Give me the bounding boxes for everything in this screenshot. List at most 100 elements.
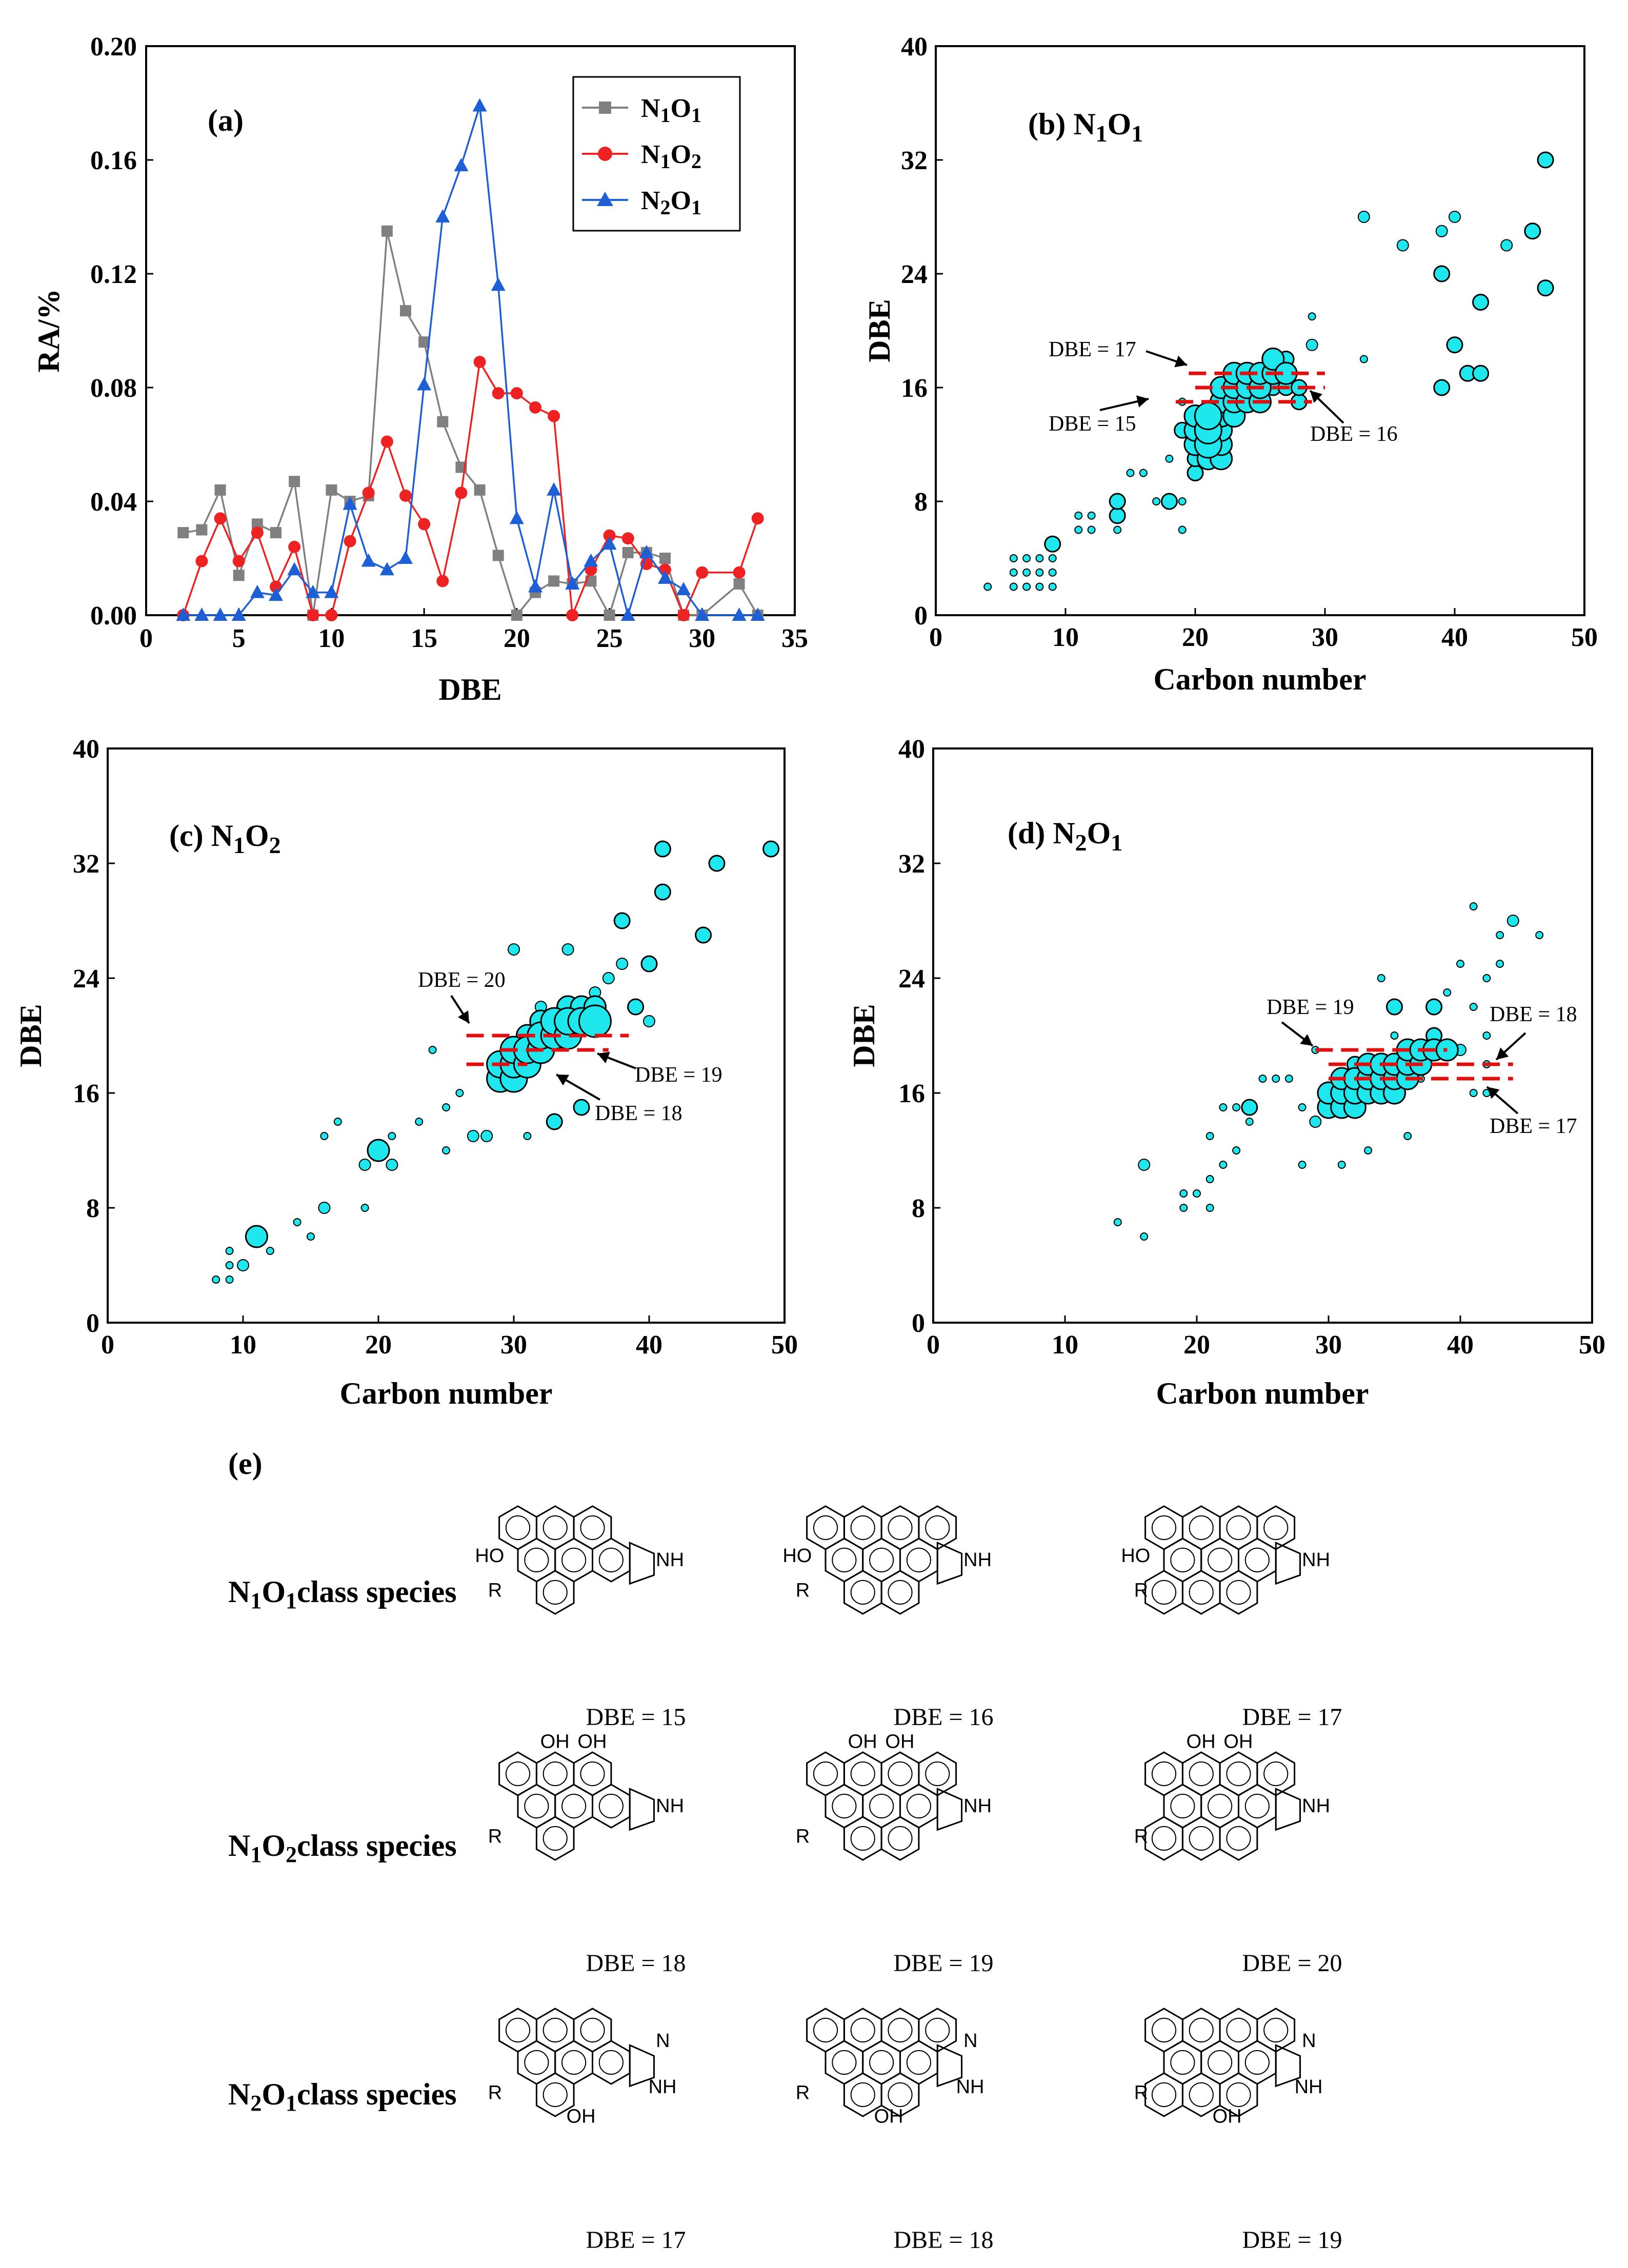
aromatic-circle (1189, 1579, 1214, 1605)
nh-label: NH (656, 1795, 684, 1817)
ring (1144, 1816, 1183, 1861)
data-point (696, 566, 709, 579)
scatter-point (358, 1159, 371, 1171)
y-tick-label: 24 (901, 260, 928, 289)
scatter-point (708, 855, 726, 872)
scatter-point (1009, 568, 1018, 577)
scatter-point (1241, 1099, 1258, 1116)
data-point (250, 584, 265, 598)
ring (843, 1570, 882, 1615)
aromatic-circle (1226, 2082, 1251, 2108)
arrow-head (1300, 1034, 1313, 1046)
data-point (604, 610, 615, 621)
aromatic-circle (1226, 1515, 1251, 1541)
data-point (676, 582, 691, 596)
scatter-point (1403, 1132, 1412, 1140)
aromatic-circle (925, 1515, 950, 1541)
aromatic-circle (542, 1579, 568, 1605)
scatter-point (266, 1247, 274, 1255)
n-label: N (1302, 2030, 1316, 2052)
scatter-point (386, 1159, 398, 1171)
ring (573, 2008, 612, 2053)
data-point (437, 416, 449, 428)
ring (899, 2040, 938, 2085)
scatter-point (1537, 279, 1554, 297)
aromatic-circle (1263, 1515, 1289, 1541)
ring (498, 1505, 537, 1550)
oh-label: OH (848, 1731, 877, 1753)
data-point (436, 575, 449, 588)
scatter-point (1446, 336, 1463, 354)
panel-a-line-chart: 0 5 10 15 20 25 30 35 0.000.040.080.120.160.20 … (32, 32, 808, 706)
data-point (472, 98, 487, 112)
data-point (361, 553, 376, 567)
panel-d-ref-lines: DBE = 19 DBE = 18 DBE = 17 (1267, 996, 1577, 1138)
scatter-point (523, 1132, 532, 1140)
n-label: N (656, 2030, 670, 2052)
scatter-point (1449, 211, 1461, 223)
data-point (695, 608, 710, 621)
x-tick-label: 0 (139, 624, 153, 653)
scatter-point (1048, 582, 1057, 591)
aromatic-circle (1189, 2082, 1214, 2108)
ring (843, 1505, 882, 1550)
r-label: R (1134, 1826, 1148, 1847)
aromatic-circle (524, 1547, 549, 1573)
data-point (435, 209, 450, 222)
scatter-point (654, 840, 671, 858)
r-label: R (1134, 1579, 1148, 1601)
y-tick-label: 40 (898, 735, 925, 764)
scatter-point (1194, 402, 1222, 430)
ring (1144, 1505, 1183, 1550)
aromatic-circle (1151, 1579, 1177, 1605)
aromatic-circle (906, 1793, 931, 1819)
x-tick-label: 20 (1182, 623, 1209, 652)
scatter-point (388, 1132, 396, 1140)
scatter-point (1261, 348, 1285, 371)
panel-c-points (212, 840, 780, 1284)
aromatic-circle (1208, 1793, 1233, 1819)
scatter-point (1469, 1003, 1478, 1011)
y-tick-label: 40 (73, 735, 99, 764)
y-tick-label: 32 (73, 849, 99, 879)
data-point (751, 512, 764, 525)
ring (1144, 2072, 1183, 2117)
y-tick-label: 0.20 (90, 32, 137, 62)
data-point (603, 529, 616, 542)
data-point (509, 511, 524, 524)
scatter-point (1537, 151, 1554, 169)
data-point (733, 578, 745, 590)
aromatic-circle (1226, 1826, 1251, 1851)
scatter-point (467, 1130, 479, 1142)
scatter-point (455, 1089, 464, 1097)
scatter-point (1179, 1189, 1188, 1198)
panel-d-y-axis-label: DBE (847, 1004, 881, 1067)
y-tick-label: 0.08 (90, 374, 137, 403)
aromatic-circle (598, 2050, 624, 2075)
n-label: N (963, 2030, 977, 2052)
panel-a-x-axis-label: DBE (438, 673, 501, 706)
scatter-point (1472, 364, 1490, 382)
data-point (287, 562, 302, 576)
ring (1181, 1816, 1221, 1861)
scatter-point (1048, 554, 1057, 562)
panel-a-plot-frame (145, 45, 796, 616)
ring (899, 1784, 938, 1829)
arrow-head (597, 1051, 610, 1064)
scatter-point (318, 1202, 331, 1214)
data-point (213, 608, 228, 621)
scatter-point (245, 1225, 268, 1248)
panel-b-x-axis-label: Carbon number (1153, 662, 1366, 696)
scatter-point (367, 1139, 390, 1162)
aromatic-circle (524, 2050, 549, 2075)
scatter-point (1443, 988, 1452, 997)
aromatic-circle (505, 2017, 531, 2043)
data-point (418, 336, 430, 348)
aromatic-circle (542, 1826, 568, 1851)
aromatic-circle (1189, 1761, 1214, 1787)
ring (880, 2072, 920, 2117)
scatter-point (442, 1146, 450, 1155)
arrow-head (1174, 355, 1187, 368)
aromatic-circle (850, 1761, 875, 1787)
